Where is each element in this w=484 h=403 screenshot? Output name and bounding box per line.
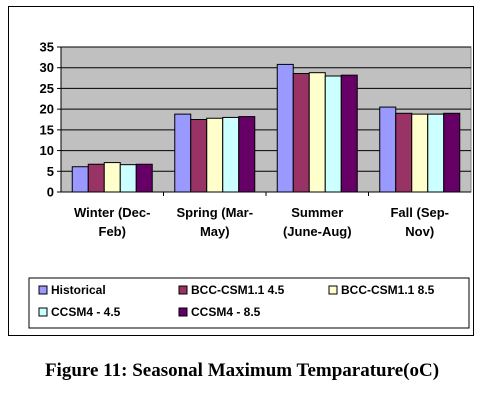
y-tick-label: 30 [40,60,54,75]
legend-swatch [328,285,338,295]
x-tick-label: Fall (Sep- [390,205,449,220]
bar [174,113,192,193]
bar [190,119,208,193]
y-tick-label: 10 [40,143,54,158]
bar [379,106,397,193]
legend-swatch [178,307,188,317]
legend-label: CCSM4 - 8.5 [191,305,261,319]
bar [308,72,326,193]
x-tick-label: Spring (Mar- [176,205,253,220]
bar [238,116,256,193]
bar [443,112,461,193]
legend [28,277,470,329]
bar [276,63,294,193]
x-tick-label: Winter (Dec- [74,205,150,220]
legend-label: BCC-CSM1.1 4.5 [191,283,285,297]
bar [135,163,153,193]
bar [324,75,342,193]
x-tick-label: Summer [291,205,343,220]
bar [340,74,358,193]
legend-label: CCSM4 - 4.5 [51,305,121,319]
legend-label: Historical [51,283,106,297]
y-tick-label: 25 [40,81,54,96]
legend-swatch [178,285,188,295]
y-tick-label: 5 [47,164,54,179]
chart-frame: 0 5 10 15 20 25 30 35 Winter (Dec- Feb) Spring (Ma… [8,6,474,336]
y-tick-label: 0 [47,185,54,200]
bar [87,163,105,193]
bar [103,162,121,193]
y-tick-label: 20 [40,102,54,117]
y-tick-label: 35 [40,40,54,55]
bar [71,166,89,193]
legend-label: BCC-CSM1.1 8.5 [341,283,435,297]
bar [427,113,445,193]
bar [395,112,413,193]
bar [206,117,224,193]
x-tick-label: May) [200,224,230,239]
x-tick-label: Feb) [99,224,126,239]
bar [119,164,137,193]
figure-caption: Figure 11: Seasonal Maximum Temparature(… [44,360,440,381]
legend-swatch [38,285,48,295]
bar [411,113,429,193]
bar-chart: 0 5 10 15 20 25 30 35 Winter (Dec- Feb) Spring (Ma… [28,40,472,329]
bar [222,116,240,193]
y-tick-label: 15 [40,122,54,137]
bar [292,73,310,193]
x-tick-label: (June-Aug) [283,224,352,239]
x-tick-label: Nov) [405,224,434,239]
legend-swatch [38,307,48,317]
